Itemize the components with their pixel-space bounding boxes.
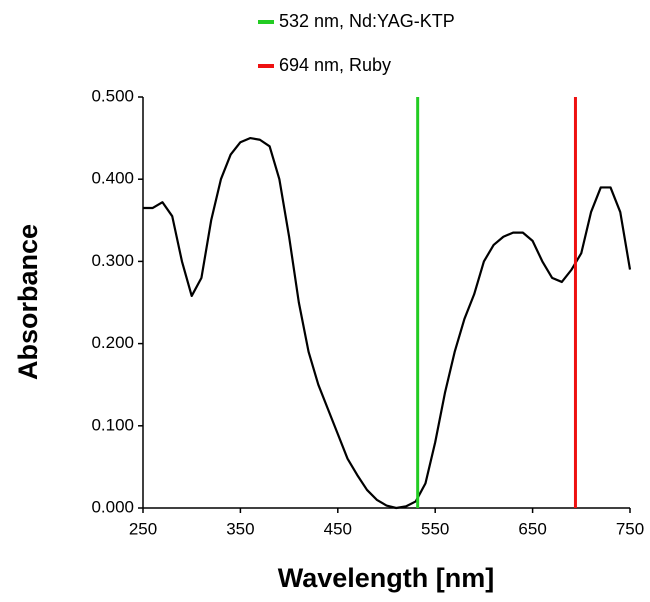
y-tick-label: 0.400 [91, 169, 134, 188]
absorbance-curve [143, 137, 632, 510]
x-tick-label: 750 [616, 519, 644, 538]
y-tick-label: 0.200 [91, 333, 134, 352]
x-tick-label: 250 [129, 519, 157, 538]
y-tick-label: 0.500 [91, 86, 134, 105]
y-tick-label: 0.300 [91, 251, 134, 270]
legend-label: 694 nm, Ruby [279, 55, 391, 75]
legend-label: 532 nm, Nd:YAG-KTP [279, 11, 455, 31]
x-tick-label: 450 [324, 519, 352, 538]
x-axis-title: Wavelength [nm] [278, 563, 495, 593]
x-tick-label: 350 [226, 519, 254, 538]
y-axis-title: Absorbance [13, 224, 43, 380]
y-tick-label: 0.100 [91, 415, 134, 434]
y-tick-label: 0.000 [91, 497, 134, 516]
x-tick-label: 550 [421, 519, 449, 538]
x-tick-label: 650 [518, 519, 546, 538]
